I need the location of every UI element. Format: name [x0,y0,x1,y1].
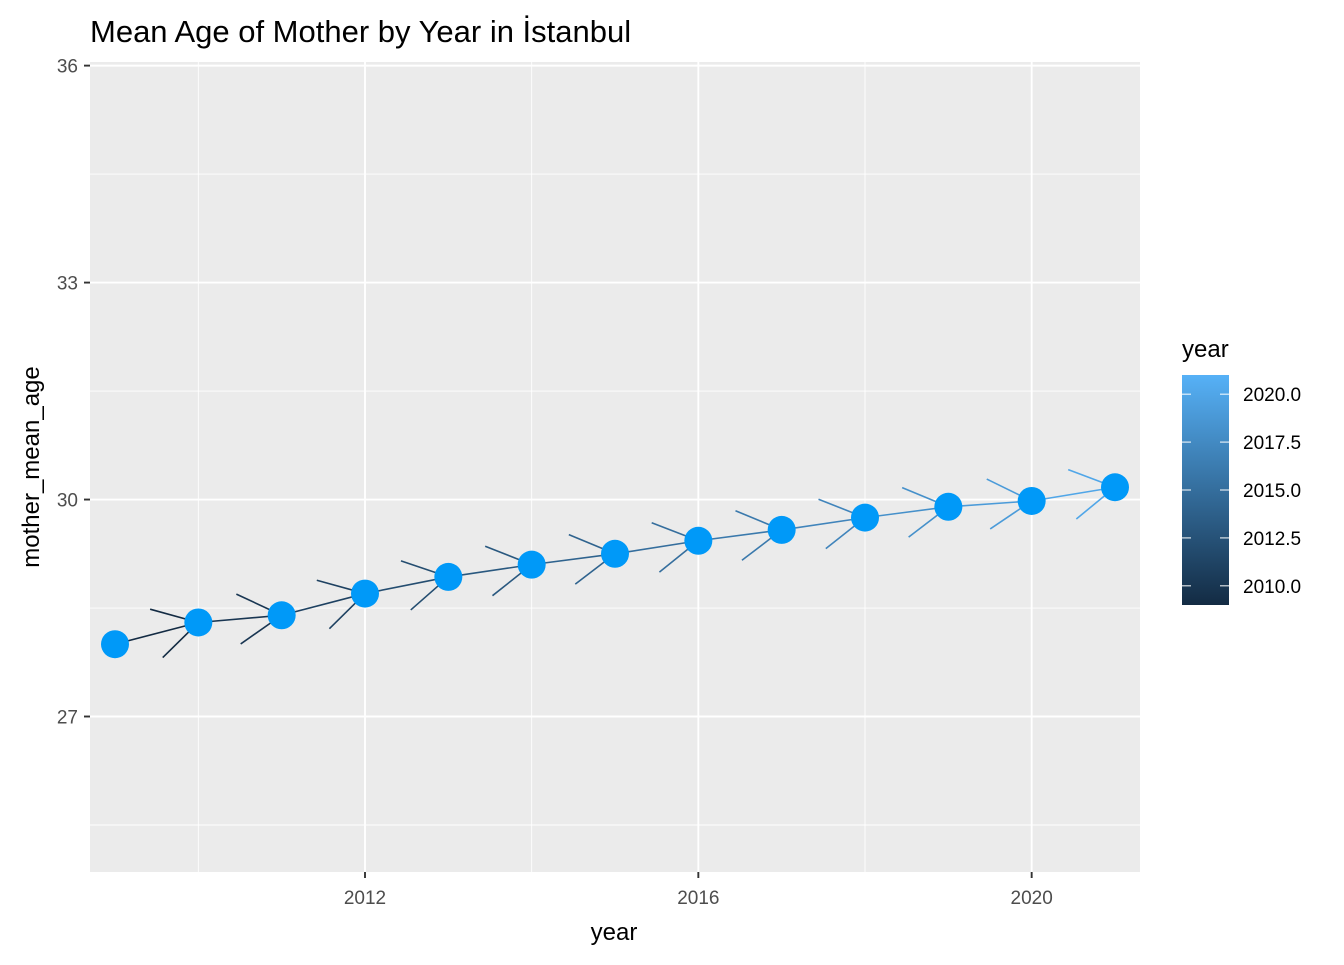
x-tick-label: 2020 [1011,888,1053,909]
data-point [1101,473,1129,502]
chart-title: Mean Age of Mother by Year in İstanbul [90,14,631,49]
data-point [1017,486,1046,515]
plot-panel [90,62,1140,872]
data-point [767,515,796,544]
data-point [934,492,963,521]
y-axis-label: mother_mean_age [18,366,45,567]
data-point [517,550,546,579]
line-segment [1031,486,1116,502]
legend-label: 2017.5 [1243,433,1301,454]
y-axis: 27 30 33 36 [57,57,90,729]
data-point [267,601,296,630]
y-tick-label: 33 [57,274,78,295]
line-segment [114,621,199,645]
series-points [101,473,1129,659]
line-segment [614,539,699,555]
legend-label: 2020.0 [1243,385,1301,406]
legend-label: 2010.0 [1243,577,1301,598]
data-point [101,630,129,659]
line-segment [531,552,616,566]
data-point [601,539,629,568]
line-segment [281,592,366,617]
data-point [184,608,213,637]
data-point [351,579,379,608]
x-tick-label: 2016 [677,888,719,909]
data-point [434,562,463,591]
line-segment [864,505,949,519]
legend-label: 2012.5 [1243,529,1301,550]
legend-label: 2015.0 [1243,481,1301,502]
y-tick-label: 30 [57,491,78,512]
legend: year 2010.0 2012.5 2015.0 2017.5 2020.0 [1182,336,1301,605]
x-tick-label: 2012 [344,888,386,909]
line-segment [781,516,866,531]
data-point [684,526,713,555]
line-segment [448,563,532,578]
grid-major [90,62,1140,872]
x-axis-label: year [591,919,638,946]
line-segment [698,529,782,542]
x-axis: 2012 2016 2020 [344,872,1053,909]
data-point [851,503,879,532]
legend-title: year [1182,336,1229,363]
line-segment [364,576,449,595]
y-tick-label: 36 [57,57,78,78]
legend-ticks: 2010.0 2012.5 2015.0 2017.5 2020.0 [1182,385,1301,598]
y-tick-label: 27 [57,708,78,729]
